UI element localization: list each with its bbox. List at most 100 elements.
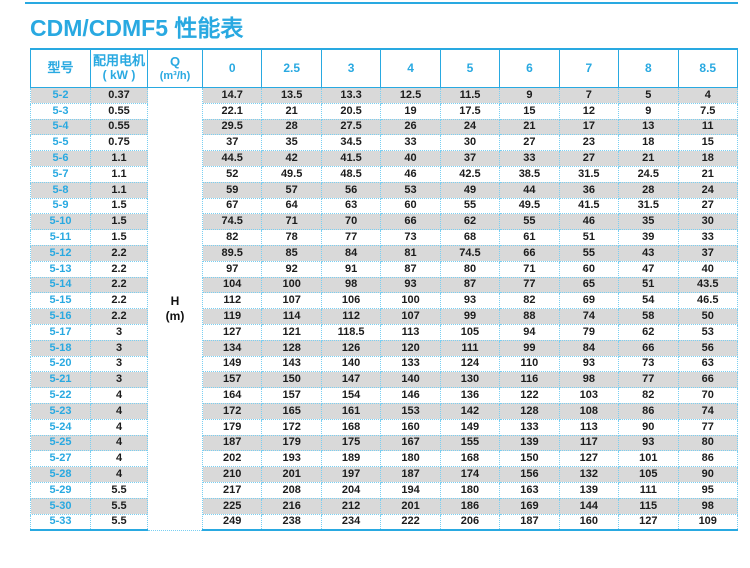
- head-value-cell: 97: [201, 260, 263, 278]
- head-value-cell: 109: [677, 513, 738, 532]
- model-cell: 5-3: [30, 102, 91, 120]
- head-value-cell: 34.5: [320, 134, 382, 152]
- head-value-cell: 175: [320, 434, 382, 452]
- col-header-flow-7: 8: [618, 48, 679, 88]
- head-value-cell: 22.1: [201, 102, 263, 120]
- motor-power-cell: 3: [90, 355, 148, 373]
- table-row: 5-30 5.5 225 216 212 201 186 169 144 115 98: [30, 497, 738, 515]
- head-value-cell: 201: [380, 497, 441, 515]
- head-value-cell: 134: [201, 339, 263, 357]
- head-value-cell: 127: [201, 323, 263, 341]
- head-value-cell: 119: [201, 308, 263, 325]
- head-value-cell: 42: [261, 150, 322, 167]
- motor-power-cell: 3: [90, 371, 148, 389]
- head-value-cell: 74: [677, 402, 738, 420]
- head-value-cell: 21: [677, 165, 738, 183]
- head-value-cell: 90: [677, 466, 738, 483]
- head-value-cell: 36: [558, 181, 620, 199]
- table-row: 5-17 3 127 121 118.5 113 105 94 79 62 53: [30, 323, 738, 341]
- table-row: 5-23 4 172 165 161 153 142 128 108 86 74: [30, 402, 738, 420]
- head-value-cell: 53: [677, 323, 738, 341]
- head-value-cell: 147: [320, 371, 382, 389]
- head-label: H: [170, 293, 180, 308]
- motor-power-cell: 0.37: [90, 87, 148, 104]
- motor-power-cell: 1.1: [90, 181, 148, 199]
- head-value-cell: 103: [558, 387, 620, 404]
- table-row: 5-6 1.1 44.5 42 41.5 40 37 33 27 21 18: [30, 150, 738, 167]
- head-value-cell: 116: [499, 371, 560, 389]
- head-value-cell: 29.5: [201, 118, 263, 136]
- head-value-cell: 37: [677, 244, 738, 262]
- head-value-cell: 217: [201, 481, 263, 499]
- model-cell: 5-16: [30, 308, 91, 325]
- model-cell: 5-29: [30, 481, 91, 499]
- head-value-cell: 94: [499, 323, 560, 341]
- head-value-cell: 194: [380, 481, 441, 499]
- motor-power-cell: 4: [90, 402, 148, 420]
- head-value-cell: 65: [558, 276, 620, 294]
- head-value-cell: 112: [201, 292, 263, 310]
- head-value-cell: 127: [558, 450, 620, 468]
- motor-power-cell: 4: [90, 466, 148, 483]
- table-row: 5-3 0.55 22.1 21 20.5 19 17.5 15 12 9 7.5: [30, 102, 738, 120]
- head-value-cell: 50: [677, 308, 738, 325]
- head-unit: (m): [165, 308, 185, 323]
- head-value-cell: 26: [380, 118, 441, 136]
- head-value-cell: 172: [201, 402, 263, 420]
- head-value-cell: 23: [558, 134, 620, 152]
- head-value-cell: 179: [261, 434, 322, 452]
- head-value-cell: 24: [439, 118, 501, 136]
- head-value-cell: 27: [677, 197, 738, 215]
- head-value-cell: 85: [261, 244, 322, 262]
- head-value-cell: 140: [380, 371, 441, 389]
- motor-power-cell: 2.2: [90, 260, 148, 278]
- q-unit: (m³/h): [159, 69, 191, 82]
- head-value-cell: 15: [499, 102, 560, 120]
- col-header-flow-2: 3: [320, 48, 382, 88]
- head-value-cell: 100: [380, 292, 441, 310]
- model-cell: 5-7: [30, 165, 91, 183]
- head-unit-cell: H (m): [147, 87, 203, 531]
- head-value-cell: 49: [439, 181, 501, 199]
- head-value-cell: 87: [439, 276, 501, 294]
- col-header-model: 型号: [30, 48, 91, 88]
- head-value-cell: 174: [439, 466, 501, 483]
- head-value-cell: 149: [439, 418, 501, 436]
- head-value-cell: 168: [320, 418, 382, 436]
- head-value-cell: 11.5: [439, 87, 501, 104]
- head-value-cell: 99: [439, 308, 501, 325]
- motor-power-cell: 2.2: [90, 276, 148, 294]
- head-value-cell: 210: [201, 466, 263, 483]
- head-value-cell: 160: [380, 418, 441, 436]
- head-value-cell: 113: [380, 323, 441, 341]
- head-value-cell: 157: [201, 371, 263, 389]
- head-value-cell: 79: [558, 323, 620, 341]
- motor-power-cell: 1.5: [90, 229, 148, 246]
- head-value-cell: 13.3: [320, 87, 382, 104]
- head-value-cell: 98: [558, 371, 620, 389]
- head-value-cell: 7.5: [677, 102, 738, 120]
- head-value-cell: 249: [201, 513, 263, 532]
- head-value-cell: 56: [677, 339, 738, 357]
- head-value-cell: 118.5: [320, 323, 382, 341]
- head-value-cell: 112: [320, 308, 382, 325]
- table-row: 5-14 2.2 104 100 98 93 87 77 65 51 43.5: [30, 276, 738, 294]
- head-value-cell: 146: [380, 387, 441, 404]
- motor-power-cell: 5.5: [90, 497, 148, 515]
- head-value-cell: 150: [499, 450, 560, 468]
- head-value-cell: 19: [380, 102, 441, 120]
- head-value-cell: 13: [618, 118, 679, 136]
- head-value-cell: 132: [558, 466, 620, 483]
- model-cell: 5-27: [30, 450, 91, 468]
- head-value-cell: 149: [201, 355, 263, 373]
- head-value-cell: 35: [618, 213, 679, 231]
- head-value-cell: 105: [618, 466, 679, 483]
- head-value-cell: 186: [439, 497, 501, 515]
- model-cell: 5-21: [30, 371, 91, 389]
- head-value-cell: 73: [380, 229, 441, 246]
- head-value-cell: 165: [261, 402, 322, 420]
- head-value-cell: 197: [320, 466, 382, 483]
- head-value-cell: 107: [380, 308, 441, 325]
- head-value-cell: 43: [618, 244, 679, 262]
- head-value-cell: 98: [320, 276, 382, 294]
